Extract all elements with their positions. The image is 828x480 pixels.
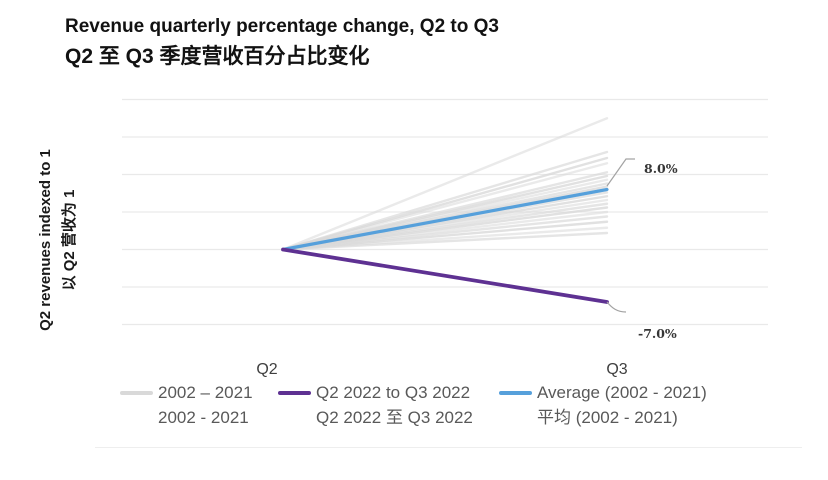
legend-historical-zh: 2002 - 2021 [158,408,249,427]
legend-2022-en: Q2 2022 to Q3 2022 [316,383,471,402]
slope-chart [122,98,768,326]
chart-title: Revenue quarterly percentage change, Q2 … [65,12,499,72]
data-label-average: 8.0% [644,161,678,176]
y-axis-label-zh: 以 Q2 营收为 1 [61,189,78,291]
bottom-divider [95,447,802,448]
x-axis-label-q2: Q2 [256,361,278,378]
y-axis-label-en: Q2 revenues indexed to 1 [37,149,54,331]
legend-item-average: Average (2002 - 2021) 平均 (2002 - 2021) [499,380,707,430]
average-line-swatch [499,391,532,395]
data-label-2022: -7.0% [638,326,677,341]
chart-title-en: Revenue quarterly percentage change, Q2 … [65,16,499,37]
current-line-swatch [278,391,311,395]
y-axis-label: Q2 revenues indexed to 1 以 Q2 营收为 1 [34,95,94,385]
legend-2022-zh: Q2 2022 至 Q3 2022 [316,408,473,427]
legend-item-2022: Q2 2022 to Q3 2022 Q2 2022 至 Q3 2022 [278,380,473,430]
legend-average-zh: 平均 (2002 - 2021) [537,408,678,427]
historical-line-swatch [120,391,153,395]
legend-historical-en: 2002 – 2021 [158,383,253,402]
legend-item-historical: 2002 – 2021 2002 - 2021 [120,380,253,430]
x-axis-label-q3: Q3 [606,361,628,378]
chart-title-zh: Q2 至 Q3 季度营收百分占比变化 [65,45,370,68]
legend-average-en: Average (2002 - 2021) [537,383,707,402]
